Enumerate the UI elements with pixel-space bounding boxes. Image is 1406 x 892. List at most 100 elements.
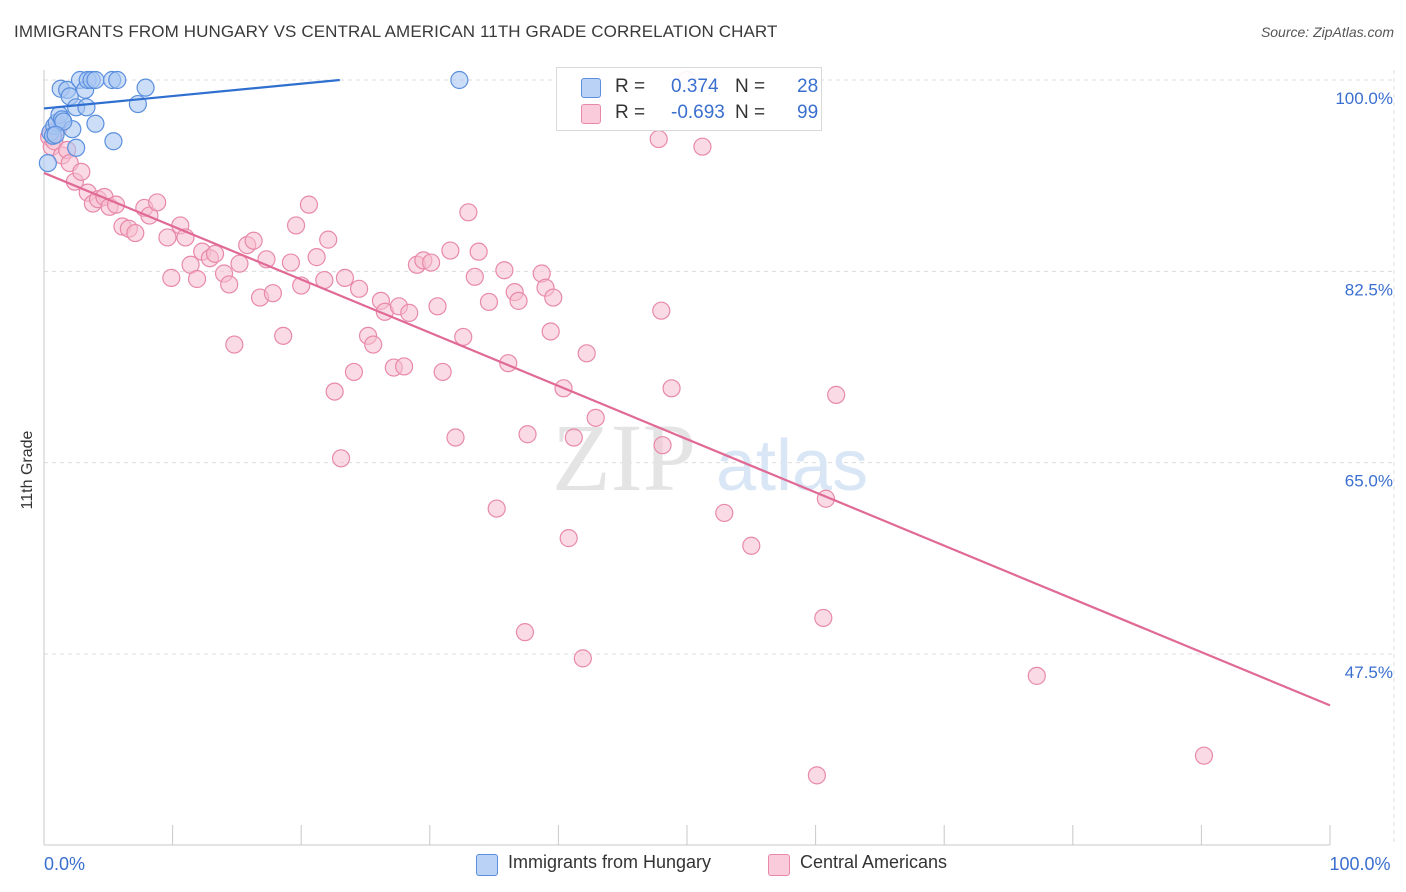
data-point-central-americans [220, 275, 239, 294]
data-point-hungary [86, 114, 105, 133]
data-point-central-americans [331, 449, 351, 468]
data-point-central-americans [274, 326, 293, 345]
data-point-central-americans [469, 242, 488, 261]
data-point-central-americans [479, 292, 499, 312]
correlation-stats-box: R = 0.374 N = 28 R = -0.693 N = 99 [556, 67, 822, 131]
data-point-central-americans [559, 529, 578, 548]
data-point-central-americans [421, 253, 441, 272]
data-point-hungary [77, 98, 96, 117]
data-point-central-americans [573, 649, 592, 668]
data-point-central-americans [230, 254, 249, 273]
trendline-hungary [43, 78, 340, 110]
stat-swatch-pink [581, 104, 601, 124]
data-point-central-americans [441, 241, 460, 260]
data-point-hungary [67, 138, 86, 157]
data-point-central-americans [652, 301, 671, 320]
data-point-central-americans [126, 223, 145, 243]
x-tick-label: 0.0% [44, 854, 85, 874]
data-point-central-americans [1194, 746, 1214, 765]
data-point-central-americans [286, 216, 306, 235]
y-tick-label: 65.0% [1345, 472, 1393, 491]
data-point-central-americans [162, 268, 181, 287]
data-point-central-americans [515, 623, 535, 642]
data-point-central-americans [827, 385, 846, 404]
data-point-central-americans [564, 428, 583, 447]
source-credit: Source: ZipAtlas.com [1260, 24, 1394, 40]
data-point-central-americans [307, 248, 326, 267]
data-point-central-americans [465, 267, 484, 286]
data-point-central-americans [344, 362, 364, 382]
data-point-hungary [86, 70, 105, 90]
legend-label: Central Americans [800, 852, 948, 872]
data-point-central-americans [349, 279, 369, 298]
trend-layer [43, 78, 1331, 707]
data-point-central-americans [299, 195, 319, 214]
legend-swatch-blue [476, 854, 498, 876]
y-tick-label: 47.5% [1345, 663, 1393, 682]
data-point-hungary [104, 132, 123, 151]
data-point-central-americans [394, 357, 414, 376]
data-point-central-americans [814, 608, 833, 628]
data-point-central-americans [433, 362, 452, 382]
data-point-central-americans [148, 193, 167, 212]
data-point-central-americans [586, 408, 605, 427]
data-point-central-americans [446, 428, 465, 447]
stat-r-value: -0.693 [671, 102, 725, 123]
series-immigrants-from-hungary [38, 70, 469, 173]
data-point-central-americans [325, 382, 344, 401]
data-point-central-americans [487, 499, 506, 518]
data-point-central-americans [509, 291, 528, 310]
data-point-central-americans [205, 244, 225, 263]
data-point-central-americans [1027, 666, 1046, 685]
watermark-atlas: atlas [716, 426, 868, 506]
data-point-central-americans [263, 284, 283, 303]
data-point-central-americans [577, 344, 596, 363]
data-point-hungary [38, 153, 57, 173]
stat-swatch-blue [581, 78, 601, 98]
legend-label: Immigrants from Hungary [508, 852, 712, 872]
data-point-central-americans [544, 288, 563, 307]
x-tick-label: 100.0% [1329, 854, 1390, 874]
data-point-central-americans [693, 137, 712, 156]
data-point-central-americans [541, 322, 560, 341]
data-point-central-americans [281, 253, 301, 272]
data-point-central-americans [495, 261, 514, 280]
stat-n-value: 99 [797, 102, 819, 123]
data-point-central-americans [518, 425, 537, 444]
stat-n-value: 28 [797, 76, 819, 97]
legend-swatch-pink [768, 854, 790, 876]
data-point-central-americans [428, 297, 447, 316]
stat-r-label: R = [615, 76, 646, 97]
data-point-central-americans [364, 335, 383, 354]
data-point-central-americans [319, 230, 338, 249]
stat-r-label: R = [615, 102, 646, 123]
data-point-central-americans [244, 231, 263, 250]
data-point-central-americans [335, 268, 355, 287]
watermark: ZIP atlas [552, 404, 868, 511]
axis-layer [43, 70, 1331, 846]
data-point-central-americans [715, 503, 734, 523]
data-point-central-americans [400, 303, 419, 322]
data-point-central-americans [187, 269, 207, 289]
y-tick-label: 82.5% [1345, 280, 1393, 299]
stat-r-value: 0.374 [671, 76, 719, 97]
watermark-zip: ZIP [552, 404, 696, 511]
trendline-central-americans [43, 171, 1331, 707]
data-point-central-americans [158, 228, 177, 247]
data-point-hungary [136, 78, 155, 97]
data-point-hungary [108, 70, 127, 90]
data-point-central-americans [742, 536, 761, 555]
data-point-hungary [46, 125, 65, 144]
chart-title: IMMIGRANTS FROM HUNGARY VS CENTRAL AMERI… [14, 22, 778, 41]
stat-n-label: N = [735, 102, 766, 123]
tick-label-layer: 100.0% 82.5% 65.0% 47.5% 0.0% 100.0% [44, 89, 1393, 874]
data-point-central-americans [459, 203, 478, 222]
data-point-central-americans [653, 436, 672, 455]
stat-n-label: N = [735, 76, 766, 97]
y-tick-label: 100.0% [1335, 89, 1393, 108]
data-point-hungary [450, 70, 469, 90]
data-point-central-americans [225, 335, 244, 354]
data-point-central-americans [807, 766, 826, 785]
data-point-central-americans [72, 162, 91, 181]
